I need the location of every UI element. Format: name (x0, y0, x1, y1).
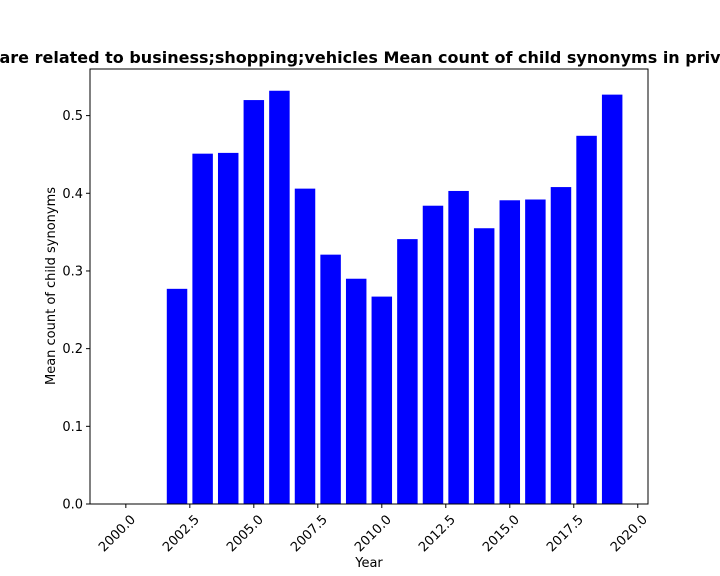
x-tick-label: 2002.5 (160, 512, 203, 555)
x-tick-label: 2007.5 (288, 512, 331, 555)
bar-2018 (576, 135, 597, 505)
y-axis-ticks: 0.0 0.1 0.2 0.3 0.4 0.5 (62, 109, 90, 513)
bar-2019 (601, 94, 623, 504)
bar-2013 (448, 190, 469, 504)
chart-title: are related to business;shopping;vehicle… (0, 48, 720, 67)
bars-group (166, 90, 623, 505)
y-tick-label: 0.5 (62, 109, 83, 124)
bar-2008 (320, 254, 341, 504)
y-tick-label: 0.1 (62, 420, 83, 435)
x-tick-label: 2012.5 (416, 512, 459, 555)
x-tick-label: 2010.0 (352, 512, 395, 555)
x-tick-label: 2015.0 (480, 512, 523, 555)
x-axis-ticks: 2000.0 2002.5 2005.0 2007.5 2010.0 2012.5 2015… (96, 504, 651, 555)
bar-2015 (499, 200, 521, 504)
y-tick-label: 0.3 (62, 264, 83, 279)
bar-2005 (243, 100, 265, 504)
x-axis-label: Year (354, 556, 383, 571)
y-axis-label: Mean count of child synonyms (44, 187, 59, 385)
bar-2017 (550, 187, 572, 504)
x-tick-label: 2000.0 (96, 512, 139, 555)
bar-2012 (422, 205, 444, 504)
bar-2016 (525, 199, 546, 504)
y-tick-label: 0.0 (62, 498, 83, 513)
bar-2009 (345, 278, 367, 504)
bar-2003 (192, 153, 213, 505)
x-tick-label: 2020.0 (608, 512, 651, 555)
bar-2007 (294, 188, 316, 505)
y-tick-label: 0.4 (62, 187, 83, 202)
x-tick-label: 2005.0 (224, 512, 267, 555)
x-tick-label: 2017.5 (544, 512, 587, 555)
plot-frame (89, 68, 649, 505)
bar-2002 (166, 288, 188, 504)
bar-2011 (397, 239, 418, 504)
bar-2010 (371, 296, 393, 504)
y-tick-label: 0.2 (62, 342, 83, 357)
bar-2006 (269, 90, 290, 504)
bar-2014 (473, 228, 495, 505)
bar-2004 (217, 152, 239, 504)
